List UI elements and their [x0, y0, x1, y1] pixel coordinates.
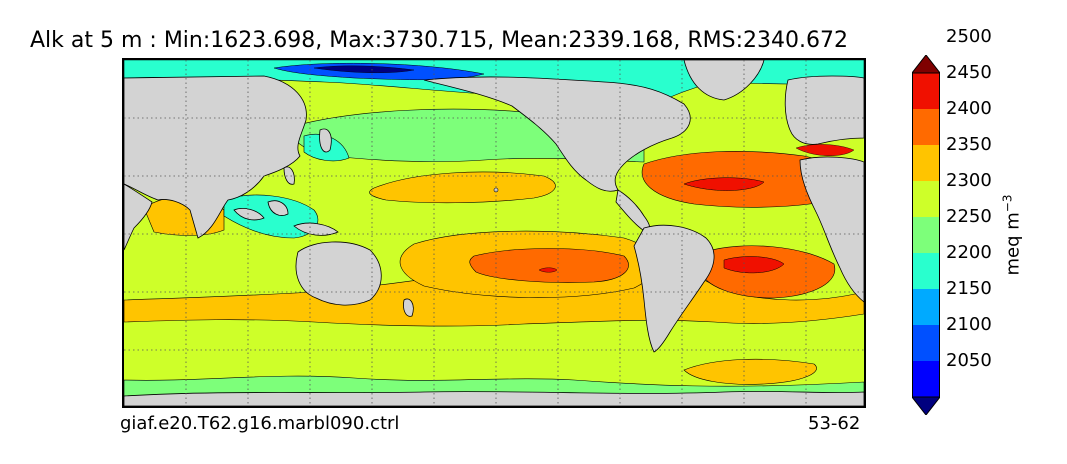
colorbar-border [912, 72, 940, 398]
map-panel [122, 58, 866, 408]
land-philippines [283, 166, 295, 185]
colorbar-level-2350-2400 [912, 145, 940, 181]
land-eurasia [124, 75, 307, 239]
colorbar-tick-2150: 2150 [946, 278, 992, 299]
land-new-guinea [293, 222, 339, 236]
colorbar-tick-2100: 2100 [946, 314, 992, 335]
land-japan [319, 128, 332, 153]
land-africa-east [124, 183, 153, 251]
land-south-america [633, 224, 715, 353]
colorbar-tick-2250: 2250 [946, 206, 992, 227]
colorbar [912, 55, 940, 415]
units-main: meq m [1002, 212, 1024, 276]
colorbar-units-label: meq m−3 [1001, 195, 1024, 276]
south-pacific-max [538, 267, 558, 273]
land-indonesia [233, 208, 265, 221]
land-africa-west [799, 156, 864, 303]
land-north-america [423, 76, 691, 192]
south-atlantic-max [723, 256, 785, 274]
colorbar-level-2250-2300 [912, 217, 940, 253]
case-name-label: giaf.e20.T62.g16.marbl090.ctrl [120, 413, 400, 434]
southern-ocean-orange-patch [683, 358, 817, 385]
colorbar-level-2150-2200 [912, 289, 940, 325]
alkalinity-map [124, 60, 864, 406]
colorbar-extension-high [912, 55, 940, 74]
south-pacific-high [469, 248, 629, 283]
map-grid [124, 60, 864, 406]
colorbar-level-2100-2150 [912, 325, 940, 361]
colorbar-tick-2400: 2400 [946, 98, 992, 119]
colorbar-tick-2300: 2300 [946, 170, 992, 191]
colorbar-tick-2050: 2050 [946, 350, 992, 371]
colorbar-level-2450-2500 [912, 73, 940, 109]
land-borneo [267, 200, 289, 216]
arctic-navy [313, 65, 415, 73]
years-label: 53-62 [808, 413, 861, 434]
land-europe [784, 75, 864, 145]
colorbar-tick-2450: 2450 [946, 62, 992, 83]
land-australia [295, 241, 382, 306]
colorbar-tick-2350: 2350 [946, 134, 992, 155]
colorbar-tick-2200: 2200 [946, 242, 992, 263]
colorbar-level-2200-2250 [912, 253, 940, 289]
land-new-zealand [403, 298, 414, 317]
north-pacific-gyre [369, 171, 556, 204]
colorbar-tick-2500: 2500 [946, 26, 992, 47]
colorbar-level-2050-2100 [912, 361, 940, 397]
colorbar-level-2400-2450 [912, 109, 940, 145]
land-antarctica [124, 391, 864, 406]
plot-title: Alk at 5 m : Min:1623.698, Max:3730.715,… [30, 28, 849, 53]
colorbar-extension-low [912, 396, 940, 415]
units-exponent: −3 [1000, 194, 1015, 213]
colorbar-level-2300-2350 [912, 181, 940, 217]
